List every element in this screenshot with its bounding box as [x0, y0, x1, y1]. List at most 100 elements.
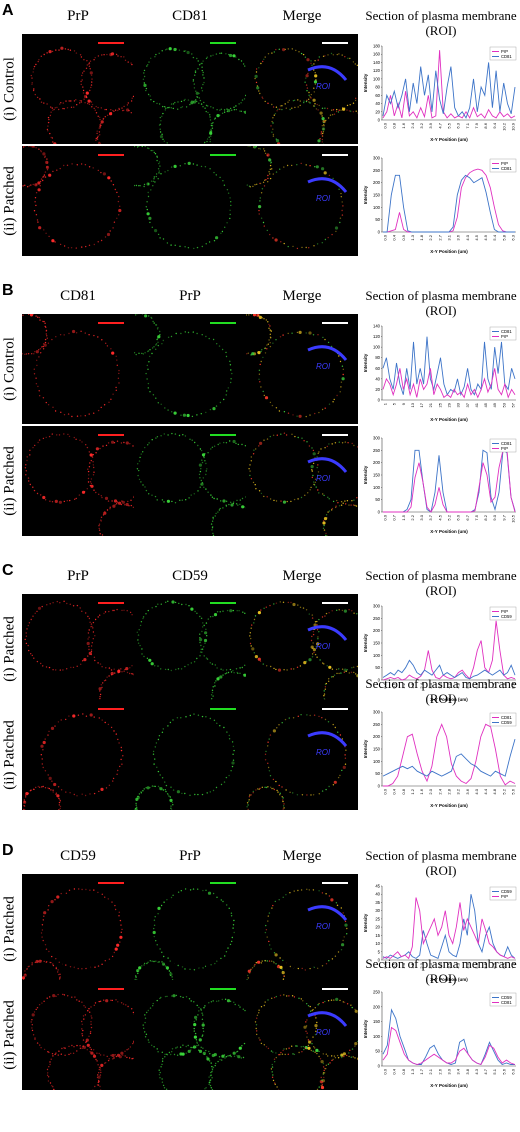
- section-title-line2: (ROI): [425, 971, 457, 986]
- row-label-text: (i) Control: [1, 337, 18, 401]
- merge-micrograph: ROI: [246, 594, 358, 704]
- micrograph: [134, 700, 246, 810]
- channel-title: CD81: [172, 956, 208, 972]
- x-tick-label: 4.0: [465, 234, 470, 240]
- row-label-text: (i) Patched: [1, 896, 18, 962]
- row-label: (i) Control: [0, 314, 20, 424]
- x-tick-label: 41: [474, 402, 479, 407]
- row-label: (i) Control: [0, 34, 20, 144]
- scale-bar: [322, 434, 348, 436]
- x-tick-label: 5.4: [465, 682, 470, 688]
- scale-bar: [98, 988, 124, 990]
- x-tick-label: 3.6: [456, 234, 461, 240]
- y-tick-label: 250: [373, 990, 381, 995]
- x-tick-label: 3.2: [419, 122, 424, 128]
- y-tick-label: 80: [375, 85, 380, 90]
- x-tick-label: 7.5: [474, 514, 479, 520]
- micrograph: [134, 34, 246, 144]
- x-tick-label: 8.2: [483, 514, 488, 520]
- y-tick-label: 20: [375, 387, 380, 392]
- y-tick-label: 200: [373, 1004, 381, 1009]
- x-tick-label: 3.2: [456, 788, 461, 794]
- y-tick-label: 300: [373, 156, 381, 161]
- scale-bar: [210, 882, 236, 884]
- merge-micrograph: ROI: [246, 700, 358, 810]
- x-tick-label: 4.0: [456, 962, 461, 968]
- x-tick-label: 6.7: [465, 514, 470, 520]
- x-tick-label: 10.2: [501, 122, 506, 131]
- x-tick-label: 2.6: [437, 1068, 442, 1074]
- y-tick-label: 200: [373, 734, 381, 739]
- merge-micrograph: ROI: [246, 980, 358, 1090]
- x-tick-label: 25: [437, 402, 442, 407]
- y-tick-label: 30: [375, 908, 380, 913]
- y-axis-label: Intensity: [363, 633, 368, 652]
- legend-label: PrP: [501, 49, 508, 54]
- x-tick-label: 3.0: [447, 1068, 452, 1074]
- intensity-graph: 0 50 100 150 200 250 300 0.0 0.7 1.5 2.2 3.0 3.7 4.5 5…: [360, 432, 520, 536]
- intensity-graph: 0 20 40 60 80 100 120 140 160 180 0.0 0.8 1.6 2.4 3.2 3…: [360, 40, 520, 144]
- series-line-cd81: [383, 723, 516, 787]
- x-tick-label: 1.3: [410, 1068, 415, 1074]
- row-label: (i) Patched: [0, 874, 20, 984]
- x-tick-label: 29: [447, 402, 452, 407]
- x-tick-label: 5.0: [474, 962, 479, 968]
- y-tick-label: 40: [375, 101, 380, 106]
- micrograph: [22, 426, 134, 536]
- x-tick-label: 1: [383, 402, 388, 405]
- x-tick-label: 0.0: [383, 962, 388, 968]
- x-tick-label: 1.0: [401, 962, 406, 968]
- roi-arc: [307, 1011, 348, 1027]
- x-tick-label: 6.6: [483, 682, 488, 688]
- x-tick-label: 3.1: [447, 234, 452, 240]
- x-tick-label: 4.5: [437, 514, 442, 520]
- x-tick-label: 3.6: [437, 682, 442, 688]
- y-tick-label: 0: [378, 958, 381, 963]
- x-tick-label: 4.8: [492, 788, 497, 794]
- section-title-line1: Section of plasma membrane: [365, 288, 517, 303]
- x-tick-label: 0.7: [392, 514, 397, 520]
- y-tick-label: 300: [373, 604, 381, 609]
- scale-bar: [322, 988, 348, 990]
- scale-bar: [322, 602, 348, 604]
- section-title-line2: (ROI): [425, 863, 457, 878]
- series-line-cd59: [382, 1008, 515, 1066]
- x-tick-label: 6.5: [501, 962, 506, 968]
- section-title-line2: (ROI): [425, 23, 457, 38]
- x-tick-label: 6.3: [456, 122, 461, 128]
- row-label: (ii) Patched: [0, 980, 20, 1090]
- x-tick-label: 45: [483, 402, 488, 407]
- row-label-text: (i) Control: [1, 57, 18, 121]
- y-tick-label: 250: [373, 448, 381, 453]
- y-tick-label: 0: [378, 118, 381, 123]
- micrograph: [22, 874, 134, 984]
- x-tick-label: 2.1: [428, 1068, 433, 1074]
- y-axis-label: Intensity: [363, 465, 368, 484]
- x-tick-label: 3.0: [428, 682, 433, 688]
- y-tick-label: 250: [373, 722, 381, 727]
- x-tick-label: 1.8: [410, 682, 415, 688]
- merge-micrograph: ROI: [246, 426, 358, 536]
- x-tick-label: 3.0: [437, 962, 442, 968]
- x-tick-label: 0.0: [383, 234, 388, 240]
- x-tick-label: 5.6: [511, 788, 516, 794]
- x-axis-label: X-Y Position (um): [430, 529, 468, 534]
- x-tick-label: 3.9: [428, 122, 433, 128]
- roi-arc: [307, 345, 348, 361]
- legend-label: CD81: [501, 441, 512, 446]
- legend-label: CD59: [501, 614, 512, 619]
- section-title-line1: Section of plasma membrane: [365, 848, 517, 863]
- x-tick-label: 2.4: [437, 788, 442, 794]
- line-chart: 0 50 100 150 200 250 300 0.0 0.4 0.8 1.2 1.6 2.0 2.4 2…: [363, 710, 517, 808]
- x-axis-label: X-Y Position (um): [430, 1083, 468, 1088]
- scale-bar: [98, 154, 124, 156]
- x-tick-label: 4.5: [474, 234, 479, 240]
- merge-micrograph: ROI: [246, 874, 358, 984]
- series-line-prp: [382, 897, 516, 960]
- y-tick-label: 60: [375, 93, 380, 98]
- y-tick-label: 100: [373, 345, 381, 350]
- roi-label: ROI: [316, 362, 331, 371]
- x-tick-label: 0.0: [383, 682, 388, 688]
- intensity-graph: 0 5 10 15 20 25 30 35 40 45 0.0 0.5 1.0 1.5 2.0 2.5 3.0 3…: [360, 880, 520, 984]
- y-tick-label: 300: [373, 436, 381, 441]
